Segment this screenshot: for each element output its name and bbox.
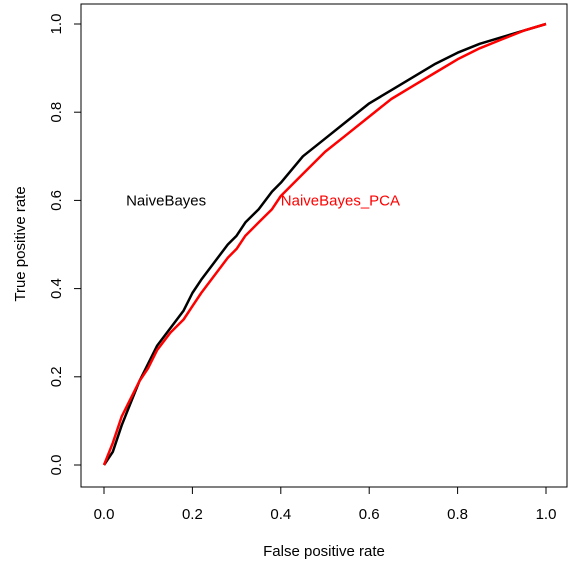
y-tick-label: 0.0 (48, 455, 65, 476)
x-axis: 0.0 0.2 0.4 0.6 0.8 1.0 (94, 487, 557, 523)
x-tick-label: 0.6 (359, 506, 380, 523)
y-tick-label: 1.0 (48, 14, 65, 35)
series-line-0 (104, 24, 546, 465)
x-tick-label: 0.4 (270, 506, 291, 523)
y-tick-label: 0.6 (48, 190, 65, 211)
annotation-label: NaiveBayes_PCA (281, 192, 400, 209)
x-tick-label: 0.8 (447, 506, 468, 523)
x-axis-label: False positive rate (263, 543, 385, 560)
series-group (104, 24, 546, 465)
y-tick-label: 0.2 (48, 366, 65, 387)
x-tick-label: 0.2 (182, 506, 203, 523)
y-tick-label: 0.4 (48, 278, 65, 299)
y-axis-label: True positive rate (12, 186, 29, 301)
x-tick-label: 1.0 (536, 506, 557, 523)
plot-frame (81, 4, 567, 487)
annotation-label: NaiveBayes (126, 192, 206, 209)
series-line-1 (104, 24, 546, 465)
annotations: NaiveBayes NaiveBayes_PCA (126, 192, 400, 209)
x-tick-label: 0.0 (94, 506, 115, 523)
y-axis: 0.0 0.2 0.4 0.6 0.8 1.0 (48, 14, 81, 476)
y-tick-label: 0.8 (48, 102, 65, 123)
